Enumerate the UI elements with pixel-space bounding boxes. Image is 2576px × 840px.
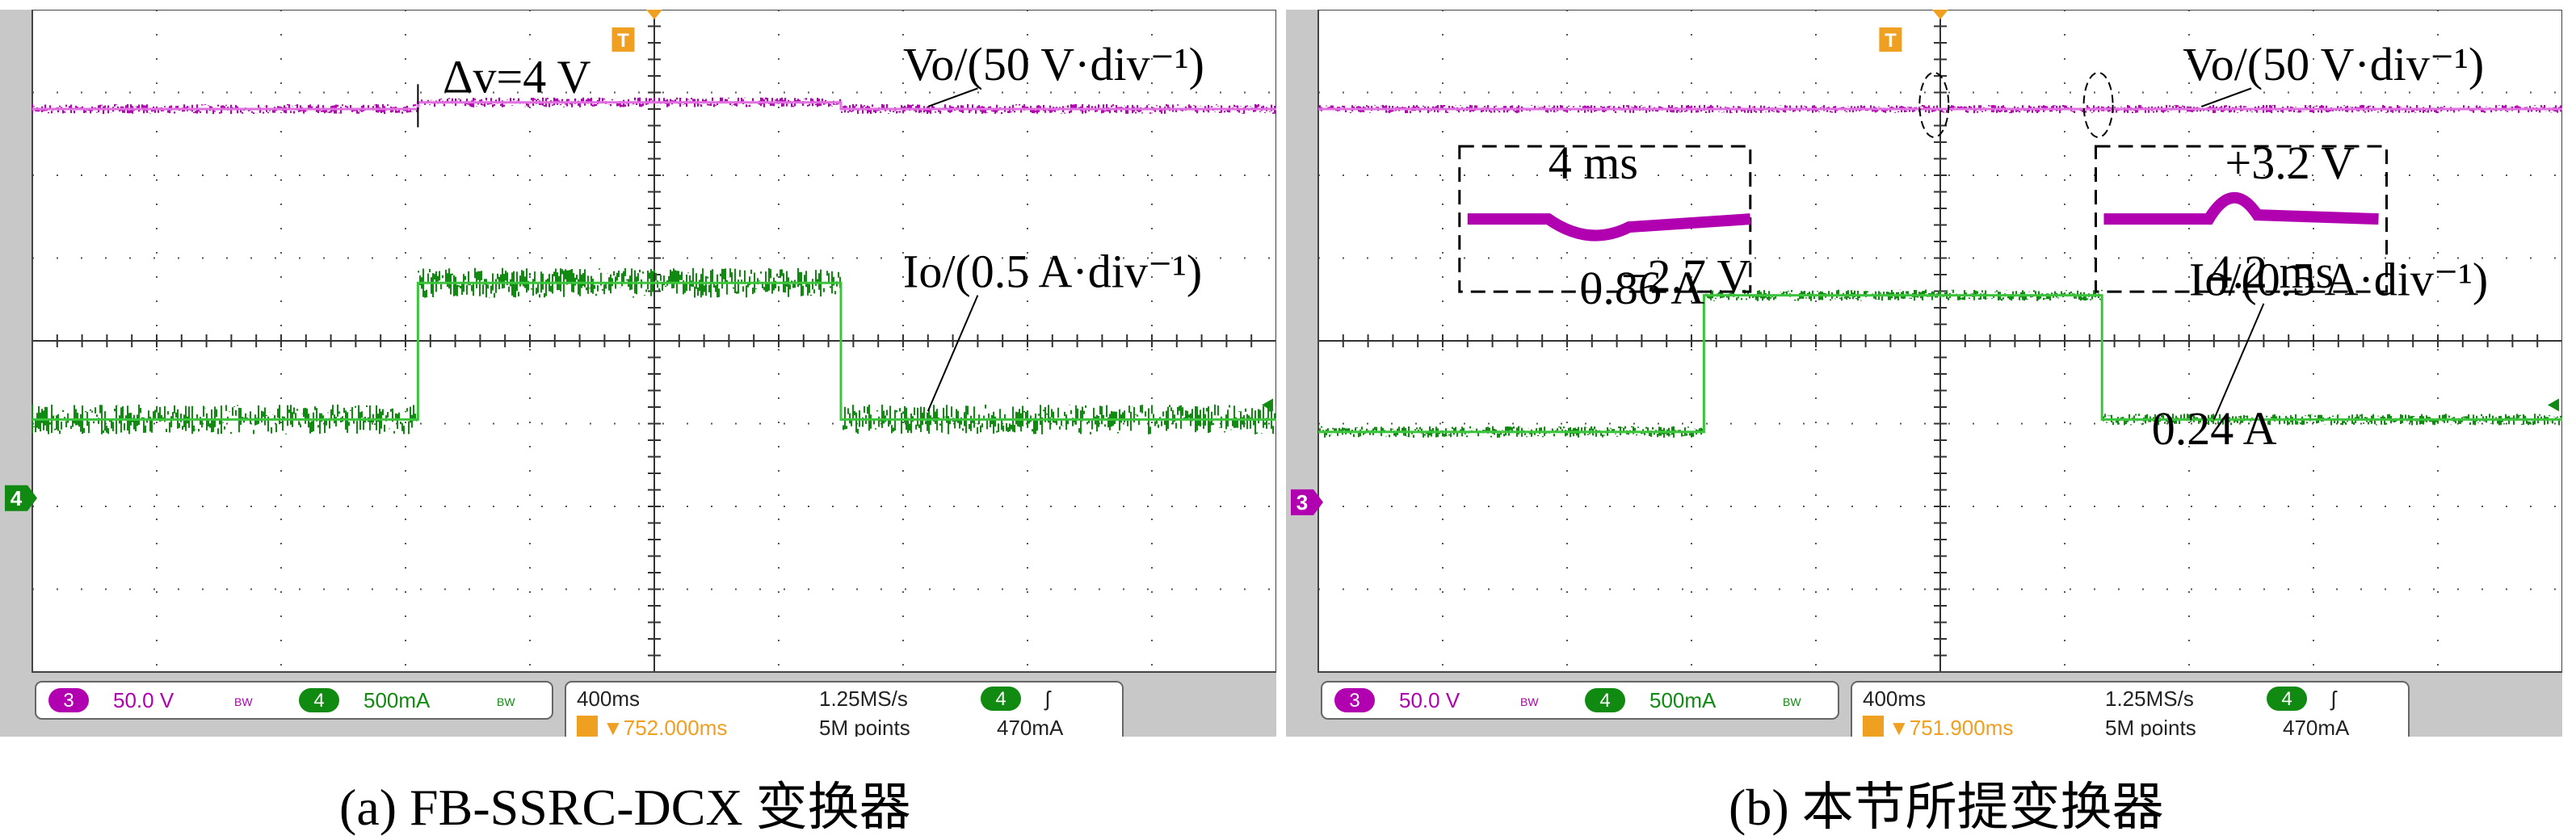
status-trigger-icon: [577, 716, 598, 737]
caption-a: (a) FB-SSRC-DCX 变换器: [339, 779, 911, 836]
screen-frame: [32, 10, 1276, 673]
status-ch4-badge-pill: [1585, 688, 1625, 712]
trigger-level-arrow-icon: [2548, 398, 2559, 412]
trigger-t-icon: [611, 27, 635, 52]
status-ch4-badge: 4: [1599, 690, 1610, 712]
status-record-length: 5M points: [2105, 716, 2196, 737]
inset2-time-label: 4.2 ms: [2209, 246, 2334, 298]
status-trigger-icon: [1863, 716, 1884, 737]
status-ch3-badge: 3: [63, 690, 74, 712]
vo-label: Vo/(50 V·div⁻¹): [903, 38, 1204, 90]
inset1-trace: [1467, 213, 1751, 242]
status-box-channels: [35, 681, 553, 720]
status-sample-rate: 1.25MS/s: [819, 687, 908, 711]
status-trigger-source-pill: [981, 687, 1021, 711]
scope-screen-b: T 3 3 50.0 V BW 4 500mA BW 400ms 1.25MS/s 4 ʃ ▼751.9…: [1291, 10, 2562, 737]
io-leader: [927, 295, 979, 412]
status-trigger-level: 470mA: [997, 716, 1064, 737]
caption-b: (b) 本节所提变换器: [1729, 779, 2164, 836]
inset2-frame: [2095, 145, 2388, 293]
dv-label: Δv=4 V: [443, 51, 590, 103]
vo-label: Vo/(50 V·div⁻¹): [2183, 38, 2484, 90]
status-record-length: 5M points: [819, 716, 910, 737]
scope-panel-a: T 4 3 50.0 V BW 4 500mA BW 400ms 1.25MS/s 4 ʃ ▼752.0…: [0, 10, 1276, 737]
status-bw2: BW: [497, 695, 515, 708]
trace-io-0: [32, 281, 1276, 421]
status-sample-rate: 1.25MS/s: [2105, 687, 2194, 711]
scope-screen-a: T 4 3 50.0 V BW 4 500mA BW 400ms 1.25MS/s 4 ʃ ▼752.0…: [5, 10, 1276, 737]
status-ch3-badge-pill: [1334, 688, 1375, 712]
channel-marker-icon: [5, 485, 37, 511]
inset1-frame: [1458, 145, 1752, 293]
io-low-label: 0.24 A: [2152, 402, 2277, 455]
inset2-zoom-marker: [2082, 71, 2114, 138]
status-bw1: BW: [1520, 695, 1539, 708]
trigger-t-label: T: [617, 30, 629, 52]
inset1-time-label: 4 ms: [1549, 136, 1638, 189]
channel-marker-label: 3: [1296, 490, 1308, 514]
io-high-label: 0.86 A: [1579, 262, 1704, 314]
status-trigger-source: 4: [2281, 688, 2292, 710]
inset1-drop-label: −2.7 V: [1621, 250, 1751, 302]
trigger-position-icon: [646, 10, 662, 19]
vo-leader: [2201, 87, 2252, 107]
vo-leader: [927, 87, 978, 107]
status-ch4-badge: 4: [313, 690, 324, 712]
status-trigger-position: ▼752.000ms: [603, 716, 727, 737]
status-timebase: 400ms: [577, 687, 640, 711]
status-trigger-source-pill: [2267, 687, 2307, 711]
status-trigger-level: 470mA: [2283, 716, 2350, 737]
inset1-zoom-marker: [1918, 71, 1950, 138]
status-trigger-slope-icon: ʃ: [2330, 687, 2338, 711]
trace-io-1: [1318, 294, 2562, 434]
inset2-trace: [2103, 191, 2379, 225]
status-bw2: BW: [1783, 695, 1801, 708]
status-trigger-slope-icon: ʃ: [1044, 687, 1052, 711]
status-box-channels: [1321, 681, 1839, 720]
status-timebase: 400ms: [1863, 687, 1926, 711]
status-ch3-badge-pill: [48, 688, 89, 712]
channel-marker-icon: [1291, 489, 1323, 515]
status-ch4-scale: 500mA: [363, 688, 431, 712]
scope-panel-b: T 3 3 50.0 V BW 4 500mA BW 400ms 1.25MS/s 4 ʃ ▼751.9…: [1286, 10, 2562, 737]
trigger-t-icon: [1879, 27, 1902, 52]
io-leader: [2213, 303, 2265, 420]
trigger-level-arrow-icon: [1262, 398, 1273, 412]
status-ch4-badge-pill: [299, 688, 339, 712]
inset2-rise-label: +3.2 V: [2225, 136, 2355, 189]
status-ch4-scale: 500mA: [1649, 688, 1717, 712]
status-trigger-source: 4: [995, 688, 1006, 710]
io-label: Io/(0.5 A·div⁻¹): [2189, 254, 2488, 306]
status-bw1: BW: [234, 695, 253, 708]
trigger-t-label: T: [1885, 30, 1897, 52]
trigger-position-icon: [1932, 10, 1948, 19]
trace-vo-0: [32, 101, 1276, 111]
status-trigger-position: ▼751.900ms: [1889, 716, 2013, 737]
io-label: Io/(0.5 A·div⁻¹): [903, 245, 1202, 297]
status-ch3-scale: 50.0 V: [1399, 688, 1460, 712]
status-ch3-scale: 50.0 V: [113, 688, 174, 712]
channel-marker-label: 4: [11, 486, 23, 510]
screen-frame: [1317, 10, 2562, 673]
status-ch3-badge: 3: [1349, 690, 1359, 712]
